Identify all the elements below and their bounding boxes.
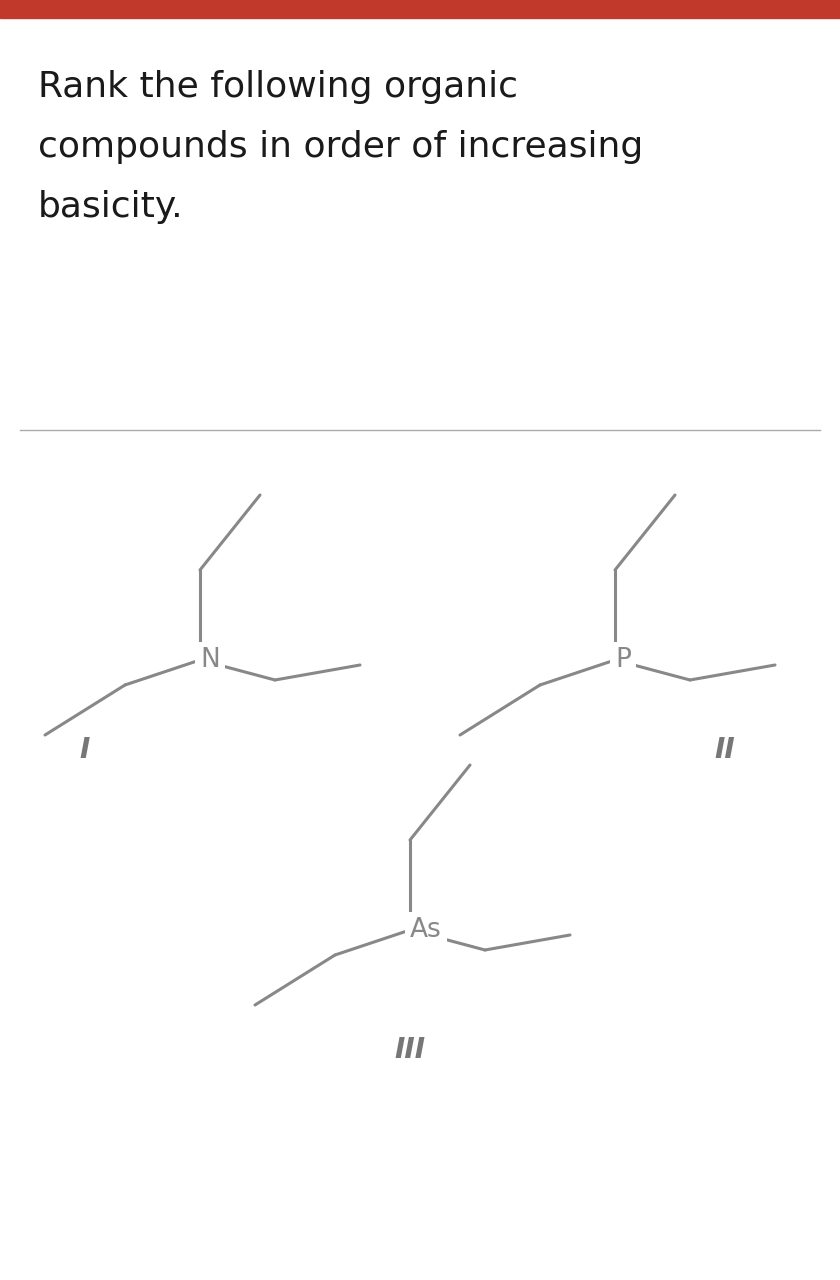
Text: II: II [715, 736, 735, 764]
Text: III: III [395, 1036, 426, 1064]
Bar [0, 0, 840, 18]
Text: Rank the following organic: Rank the following organic [38, 70, 518, 104]
Text: I: I [80, 736, 90, 764]
Text: compounds in order of increasing: compounds in order of increasing [38, 131, 643, 164]
Text: As: As [410, 916, 442, 943]
Text: P: P [615, 646, 631, 673]
Text: basicity.: basicity. [38, 189, 184, 224]
Text: N: N [200, 646, 220, 673]
